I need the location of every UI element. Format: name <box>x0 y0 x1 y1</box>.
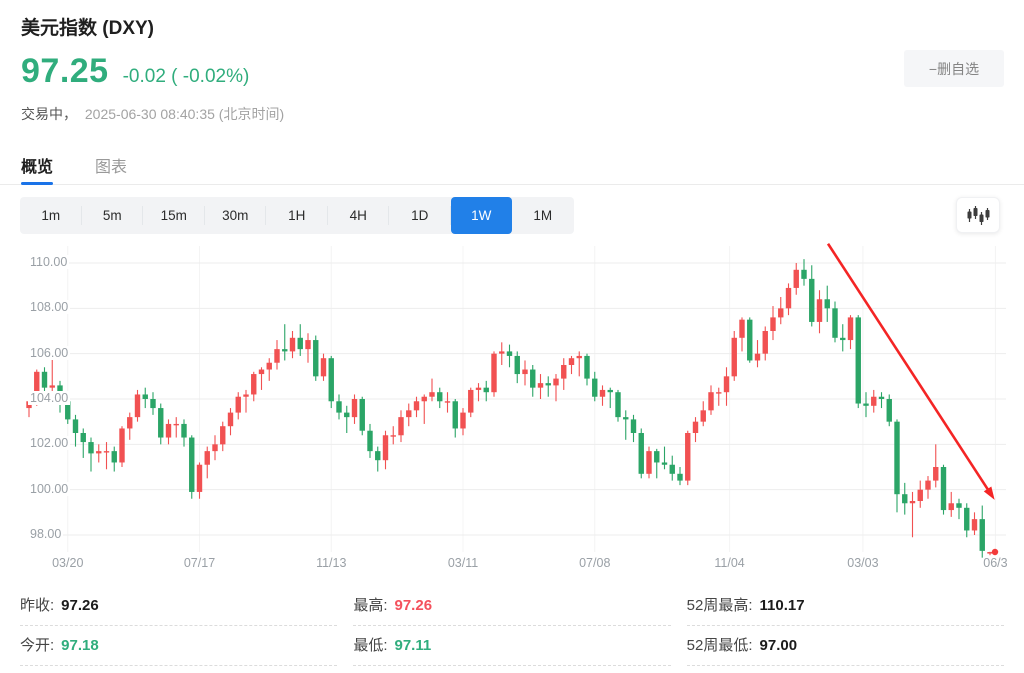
y-axis-tick: 108.00 <box>28 300 71 315</box>
stat-row: 昨收: 97.26 <box>20 586 338 626</box>
current-price: 97.25 <box>21 52 109 90</box>
y-axis-tick: 104.00 <box>28 391 71 405</box>
period-bar: 1m 5m 15m 30m 1H 4H 1D 1W 1M <box>20 197 574 234</box>
remove-watchlist-button[interactable]: −删自选 <box>904 50 1004 87</box>
stat-value: 97.11 <box>394 637 432 654</box>
last-price-dot <box>991 548 999 556</box>
x-axis-tick: 11/13 <box>316 556 347 570</box>
stat-label: 最高: <box>353 597 388 614</box>
stat-value: 97.00 <box>759 637 798 654</box>
stat-label: 昨收: <box>20 597 55 614</box>
period-button-1H[interactable]: 1H <box>266 197 328 234</box>
trend-arrow <box>826 243 995 500</box>
period-button-30m[interactable]: 30m <box>205 197 267 234</box>
candlestick-chart-icon <box>967 206 990 225</box>
stat-value: 110.17 <box>759 597 805 614</box>
period-button-4H[interactable]: 4H <box>328 197 390 234</box>
stat-value: 97.18 <box>61 637 99 654</box>
period-button-1M[interactable]: 1M <box>512 197 574 234</box>
period-button-1D[interactable]: 1D <box>389 197 451 234</box>
price-row: 97.25 -0.02 ( -0.02%) <box>21 52 249 91</box>
x-axis-tick: 07/08 <box>579 556 611 570</box>
stat-row: 最低: 97.11 <box>353 626 671 666</box>
stats-column: 52周最高: 110.17 52周最低: 97.00 <box>686 586 1004 666</box>
tab-bar: 概览 图表 <box>0 146 1024 185</box>
stat-label: 最低: <box>353 637 388 654</box>
page-title: 美元指数 (DXY) <box>21 18 155 39</box>
timestamp: 2025-06-30 08:40:35 (北京时间) <box>84 106 285 122</box>
period-button-15m[interactable]: 15m <box>143 197 205 234</box>
stat-row: 今开: 97.18 <box>20 626 338 666</box>
x-axis-tick: 07/17 <box>183 556 216 570</box>
candles-layer <box>26 259 993 558</box>
x-axis-tick: 03/20 <box>52 556 84 570</box>
stats-column: 昨收: 97.26 今开: 97.18 <box>20 586 338 666</box>
y-axis-tick: 100.00 <box>28 481 71 496</box>
y-axis-tick: 98.00 <box>28 527 64 541</box>
stat-row: 52周最高: 110.17 <box>686 586 1004 626</box>
stat-row: 52周最低: 97.00 <box>686 626 1004 666</box>
y-axis-tick: 102.00 <box>28 436 71 451</box>
trading-status-row: 交易中， 2025-06-30 08:40:35 (北京时间) <box>21 104 284 124</box>
y-axis-tick: 106.00 <box>28 345 71 360</box>
chart-style-button[interactable] <box>956 197 1000 233</box>
period-button-1W[interactable]: 1W <box>450 197 512 234</box>
trading-status: 交易中， <box>21 106 77 122</box>
price-change: -0.02 ( -0.02%) <box>122 66 250 87</box>
stats-grid: 昨收: 97.26 今开: 97.18 最高: 97.26 最低: 97.11 52周最高: 11… <box>20 586 1004 666</box>
stat-label: 52周最高: <box>686 597 753 614</box>
grid-layer <box>28 246 1006 552</box>
tab-图表[interactable]: 图表 <box>95 159 128 176</box>
x-axis-tick: 06/3 <box>983 556 1008 570</box>
x-axis-tick: 03/11 <box>447 556 479 570</box>
stat-value: 97.26 <box>394 597 433 614</box>
x-axis-tick: 03/03 <box>847 556 879 570</box>
x-axis-tick: 11/04 <box>714 556 745 570</box>
tab-概览[interactable]: 概览 <box>21 146 54 185</box>
stat-value: 97.26 <box>61 597 99 614</box>
period-button-1m[interactable]: 1m <box>20 197 82 234</box>
stats-column: 最高: 97.26 最低: 97.11 <box>353 586 671 666</box>
y-axis-tick: 110.00 <box>28 255 70 269</box>
stat-row: 最高: 97.26 <box>353 586 671 626</box>
stat-label: 52周最低: <box>686 637 753 654</box>
price-chart[interactable] <box>0 236 1024 580</box>
period-button-5m[interactable]: 5m <box>82 197 144 234</box>
stat-label: 今开: <box>20 637 55 654</box>
